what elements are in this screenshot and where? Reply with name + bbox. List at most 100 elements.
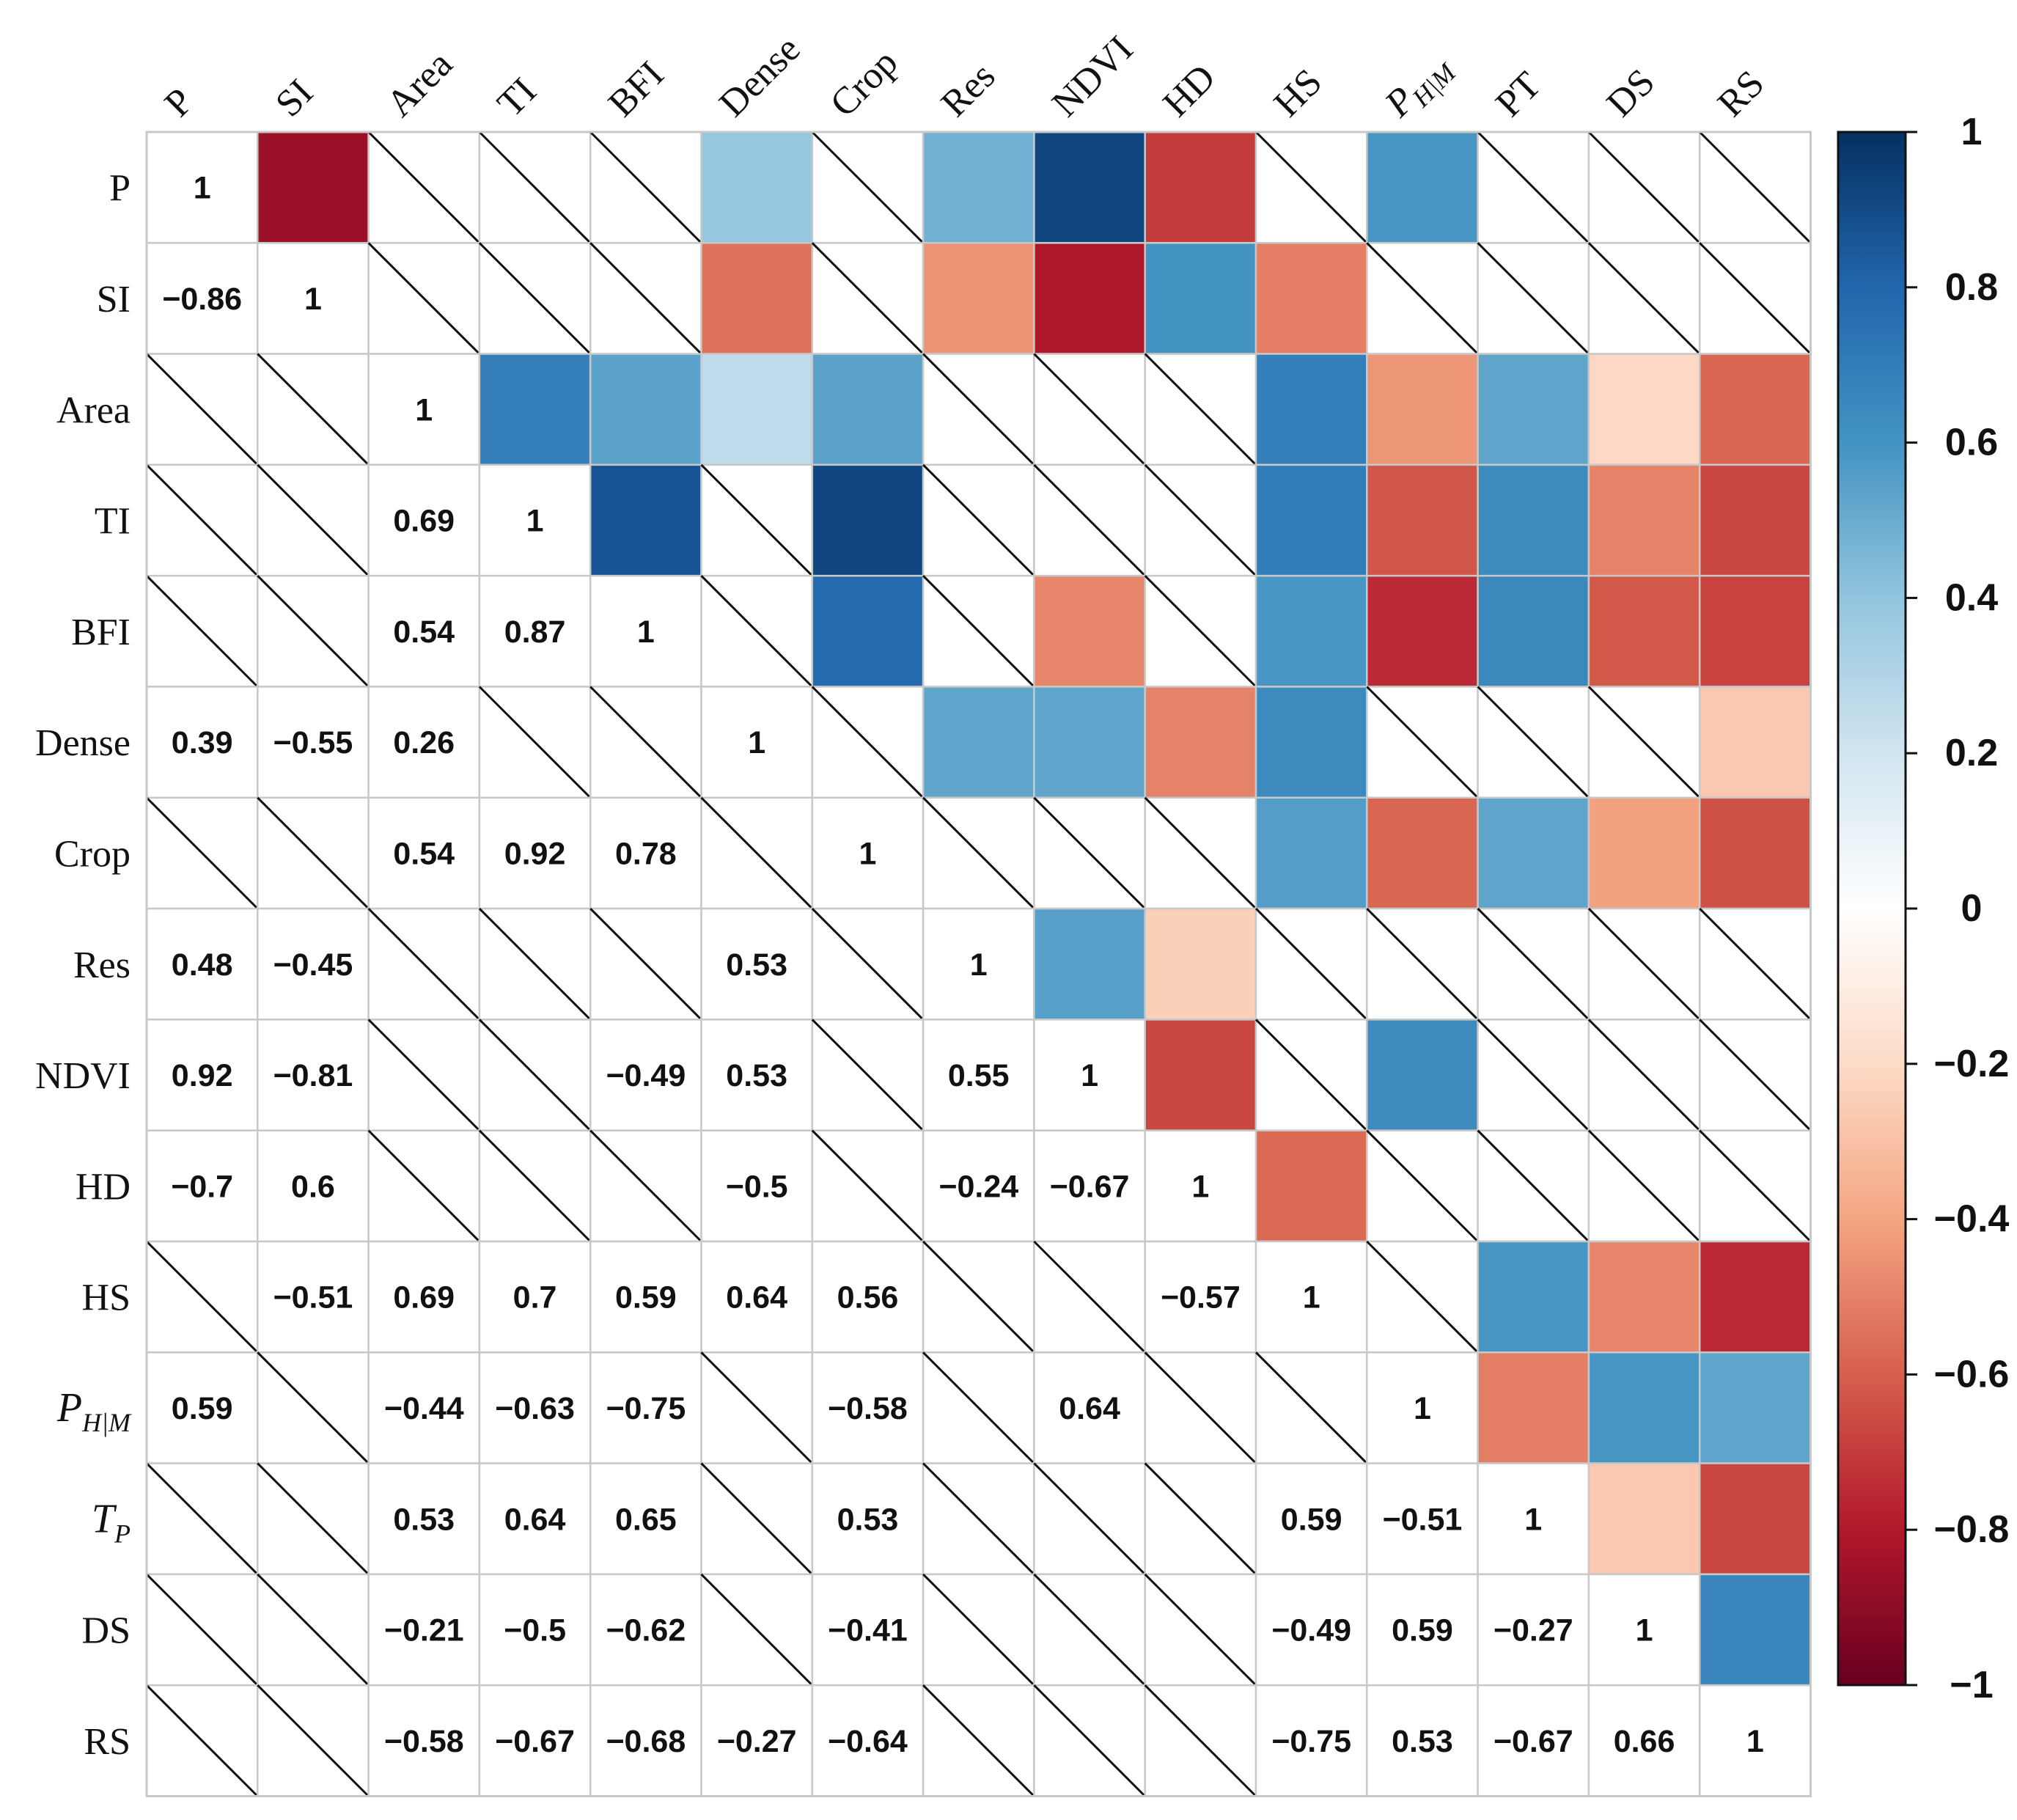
column-label-3: TI [490, 70, 545, 125]
insignificant-mark-3-8 [1033, 463, 1146, 577]
value-label-10-10: 1 [1303, 1280, 1320, 1316]
cell-8-11 [1366, 1019, 1479, 1131]
cell-11-14 [1698, 1351, 1812, 1464]
insignificant-mark-1-4 [589, 242, 702, 355]
value-label-13-3: −0.5 [504, 1613, 566, 1648]
value-label-13-4: −0.62 [606, 1613, 686, 1648]
cell-0-8 [1033, 131, 1146, 244]
insignificant-mark-6-7 [922, 796, 1035, 910]
column-label-14: RS [1710, 62, 1772, 125]
insignificant-mark-0-13 [1587, 131, 1701, 244]
insignificant-mark-8-10 [1254, 1019, 1368, 1131]
column-label-11: PH|M [1376, 44, 1462, 130]
value-label-8-7: 0.55 [948, 1058, 1010, 1093]
row-label-2: Area [56, 389, 131, 431]
cell-2-11 [1366, 353, 1479, 466]
cell-0-7 [922, 131, 1035, 244]
column-label-1: SI [268, 71, 321, 125]
insignificant-mark-8-14 [1699, 1019, 1812, 1131]
row-label-14: RS [84, 1721, 131, 1763]
column-label-12: PT [1488, 64, 1548, 125]
insignificant-mark-1-13 [1587, 242, 1701, 355]
cell-11-11 [1366, 1351, 1479, 1464]
value-labels: 1 −0.86 1 1 0.69 1 0.54 0.87 1 0.39 −0.55 0.26 1 0.54… [162, 171, 1764, 1759]
insignificant-mark-8-3 [478, 1019, 592, 1131]
cell-10-13 [1587, 1240, 1701, 1354]
row-labels: P SI Area TI BFI Dense Crop Res NDVI HD HS PH|M TP DS… [35, 168, 132, 1763]
cell-2-14 [1698, 353, 1812, 466]
cell-13-14 [1698, 1573, 1812, 1687]
cell-6-3 [478, 796, 592, 910]
value-label-12-6: 0.53 [837, 1502, 899, 1537]
insignificant-mark-7-14 [1699, 908, 1812, 1021]
cell-6-14 [1698, 796, 1812, 910]
cell-13-3 [478, 1573, 592, 1687]
value-label-7-0: 0.48 [172, 947, 233, 983]
insignificant-mark-11-9 [1144, 1351, 1257, 1464]
cell-10-3 [478, 1240, 592, 1354]
cell-14-10 [1254, 1684, 1368, 1797]
cell-14-13 [1587, 1684, 1701, 1797]
insignificant-mark-1-11 [1366, 242, 1479, 355]
value-label-10-2: 0.69 [393, 1280, 455, 1316]
cell-8-4 [589, 1019, 702, 1131]
colorbar-tick-label-1: 0.8 [1945, 266, 1998, 309]
insignificant-mark-5-11 [1366, 686, 1479, 799]
insignificant-mark-5-12 [1477, 686, 1590, 799]
column-label-9: HD [1156, 56, 1224, 125]
value-label-14-11: 0.53 [1392, 1724, 1453, 1759]
cell-0-9 [1144, 131, 1257, 244]
insignificant-mark-2-9 [1144, 353, 1257, 466]
insignificant-mark-8-12 [1477, 1019, 1590, 1131]
column-label-4: BFI [600, 54, 672, 125]
value-label-14-4: −0.68 [606, 1724, 686, 1759]
value-label-10-3: 0.7 [513, 1280, 557, 1316]
insignificant-mark-13-7 [922, 1573, 1035, 1687]
insignificant-mark-8-13 [1587, 1019, 1701, 1131]
cell-12-11 [1366, 1462, 1479, 1576]
insignificant-mark-7-12 [1477, 908, 1590, 1021]
column-label-2: Area [378, 43, 460, 125]
cell-8-8 [1033, 1019, 1146, 1131]
insignificant-mark-6-5 [700, 796, 813, 910]
value-label-12-2: 0.53 [393, 1502, 455, 1537]
cell-12-4 [589, 1462, 702, 1576]
value-label-5-0: 0.39 [172, 725, 233, 760]
cell-3-12 [1477, 463, 1590, 577]
cell-13-6 [811, 1573, 925, 1687]
value-label-5-2: 0.26 [393, 725, 455, 760]
colorbar-tick-label-7: −0.4 [1934, 1198, 2010, 1241]
row-label-11: PH|M [56, 1385, 132, 1437]
cell-4-13 [1587, 574, 1701, 688]
insignificant-mark-5-4 [589, 686, 702, 799]
column-label-5: Dense [711, 28, 808, 125]
cell-5-8 [1033, 686, 1146, 799]
insignificant-mark-11-5 [700, 1351, 813, 1464]
colorbar-tick-label-3: 0.4 [1945, 576, 1998, 619]
insignificant-mark-2-1 [257, 353, 370, 466]
value-label-9-1: 0.6 [291, 1169, 335, 1204]
value-label-3-3: 1 [526, 504, 544, 539]
value-label-4-4: 1 [637, 614, 655, 650]
insignificant-mark-12-7 [922, 1462, 1035, 1575]
value-label-14-12: −0.67 [1494, 1724, 1573, 1759]
cell-5-5 [700, 686, 814, 799]
cell-2-4 [589, 353, 702, 466]
cell-5-7 [922, 686, 1035, 799]
row-label-4: BFI [71, 612, 131, 653]
cell-1-5 [700, 242, 814, 355]
cell-3-14 [1698, 463, 1812, 577]
insignificant-mark-2-8 [1033, 353, 1146, 466]
cell-4-11 [1366, 574, 1479, 688]
cell-12-13 [1587, 1462, 1701, 1576]
cell-11-13 [1587, 1351, 1701, 1464]
cell-1-7 [922, 242, 1035, 355]
value-label-4-3: 0.87 [504, 614, 566, 650]
cell-5-9 [1144, 686, 1257, 799]
cell-2-3 [478, 353, 592, 466]
value-label-14-3: −0.67 [495, 1724, 575, 1759]
cell-8-7 [922, 1019, 1035, 1131]
value-label-9-8: −0.67 [1050, 1169, 1130, 1204]
insignificant-mark-9-14 [1699, 1129, 1812, 1243]
value-label-1-0: −0.86 [162, 282, 242, 317]
